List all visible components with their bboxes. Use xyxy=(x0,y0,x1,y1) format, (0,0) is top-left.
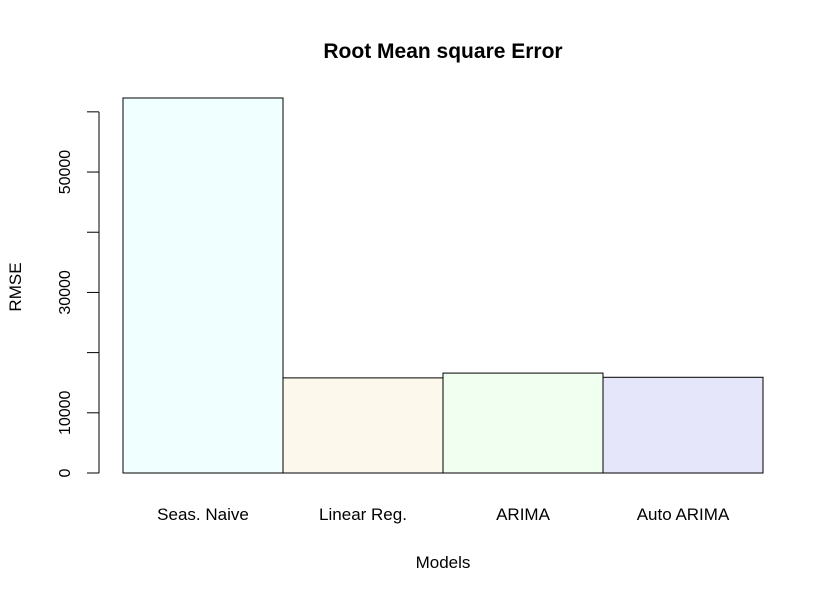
category-label: Auto ARIMA xyxy=(637,505,730,524)
y-tick-label: 0 xyxy=(57,468,74,477)
y-tick-label: 50000 xyxy=(57,150,74,195)
bars-group xyxy=(122,97,764,474)
y-tick-label: 30000 xyxy=(57,270,74,315)
bar-auto-arima xyxy=(602,376,764,474)
bar-linear-reg xyxy=(282,377,444,474)
x-axis-label: Models xyxy=(416,553,471,572)
category-label: Seas. Naive xyxy=(157,505,249,524)
y-tick-label: 10000 xyxy=(57,390,74,435)
category-labels-group: Seas. Naive Linear Reg. ARIMA Auto ARIMA xyxy=(157,505,730,524)
y-axis: 0 10000 30000 50000 xyxy=(57,111,100,477)
y-axis-label: RMSE xyxy=(6,262,25,311)
chart-title: Root Mean square Error xyxy=(323,40,562,63)
category-label: Linear Reg. xyxy=(319,505,407,524)
bar-seas-naive xyxy=(122,97,284,474)
category-label: ARIMA xyxy=(496,505,551,524)
bar-arima xyxy=(442,372,604,474)
